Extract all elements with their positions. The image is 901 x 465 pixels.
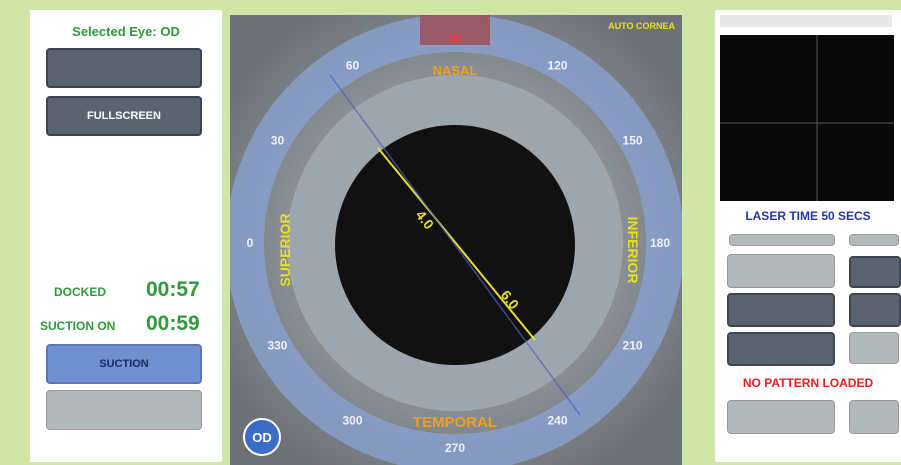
red-button[interactable] <box>46 48 202 88</box>
button[interactable] <box>849 234 899 246</box>
eye-badge[interactable] <box>243 418 281 456</box>
toolbar <box>720 15 892 27</box>
docked-time: 00:57 <box>146 278 200 301</box>
degree-label: 60 <box>346 58 360 72</box>
button[interactable] <box>727 400 835 434</box>
left-panel: Selected Eye: OD FULLSCREEN DOCKED 00:57… <box>30 10 222 462</box>
degree-label: 240 <box>547 414 567 428</box>
button[interactable] <box>849 256 901 288</box>
scope-background <box>720 35 894 201</box>
suction-on-time: 00:59 <box>146 312 200 335</box>
degree-label: 180 <box>650 236 670 250</box>
eye-badge-text: OD <box>252 430 272 445</box>
button[interactable] <box>729 234 835 246</box>
button[interactable] <box>727 254 835 288</box>
degree-label: 120 <box>547 58 567 72</box>
disabled-button[interactable] <box>46 390 202 430</box>
button[interactable] <box>727 332 835 366</box>
docked-label: DOCKED <box>54 285 107 299</box>
axis-line <box>329 74 581 416</box>
suction-on-label: SUCTION ON <box>40 319 116 333</box>
degree-label: 210 <box>623 339 643 353</box>
pattern-status: NO PATTERN LOADED <box>742 376 874 390</box>
degree-label: 30 <box>271 134 285 148</box>
degree-label: 0 <box>247 236 254 250</box>
button[interactable] <box>849 400 899 434</box>
scope <box>720 35 894 201</box>
button[interactable] <box>849 293 901 327</box>
button[interactable] <box>849 332 899 364</box>
degree-label: 150 <box>623 134 643 148</box>
laser-time: LASER TIME 50 SECS <box>745 209 871 223</box>
fullscreen-button[interactable]: FULLSCREEN <box>46 96 202 136</box>
bottom-label: TEMPORAL <box>413 414 497 431</box>
left-label: SUPERIOR <box>277 213 293 286</box>
top-marker <box>420 15 490 45</box>
degree-label: 270 <box>445 441 465 455</box>
camera-view: 4.0 6.0 NASAL TEMPORAL SUPERIOR INFERIOR… <box>230 15 682 465</box>
right-label: INFERIOR <box>625 217 641 284</box>
degree-label: 300 <box>342 414 362 428</box>
degree-label: 90 <box>448 31 462 45</box>
button[interactable] <box>727 293 835 327</box>
right-panel: LASER TIME 50 SECS NO PATTERN LOADED <box>715 10 901 462</box>
degree-label: 330 <box>267 339 287 353</box>
selected-eye: Selected Eye: OD <box>72 24 180 39</box>
measure-line <box>377 147 536 341</box>
top-label: NASAL <box>433 63 478 78</box>
top-right-note: AUTO CORNEA <box>608 21 675 31</box>
suction-button[interactable]: SUCTION <box>46 344 202 384</box>
